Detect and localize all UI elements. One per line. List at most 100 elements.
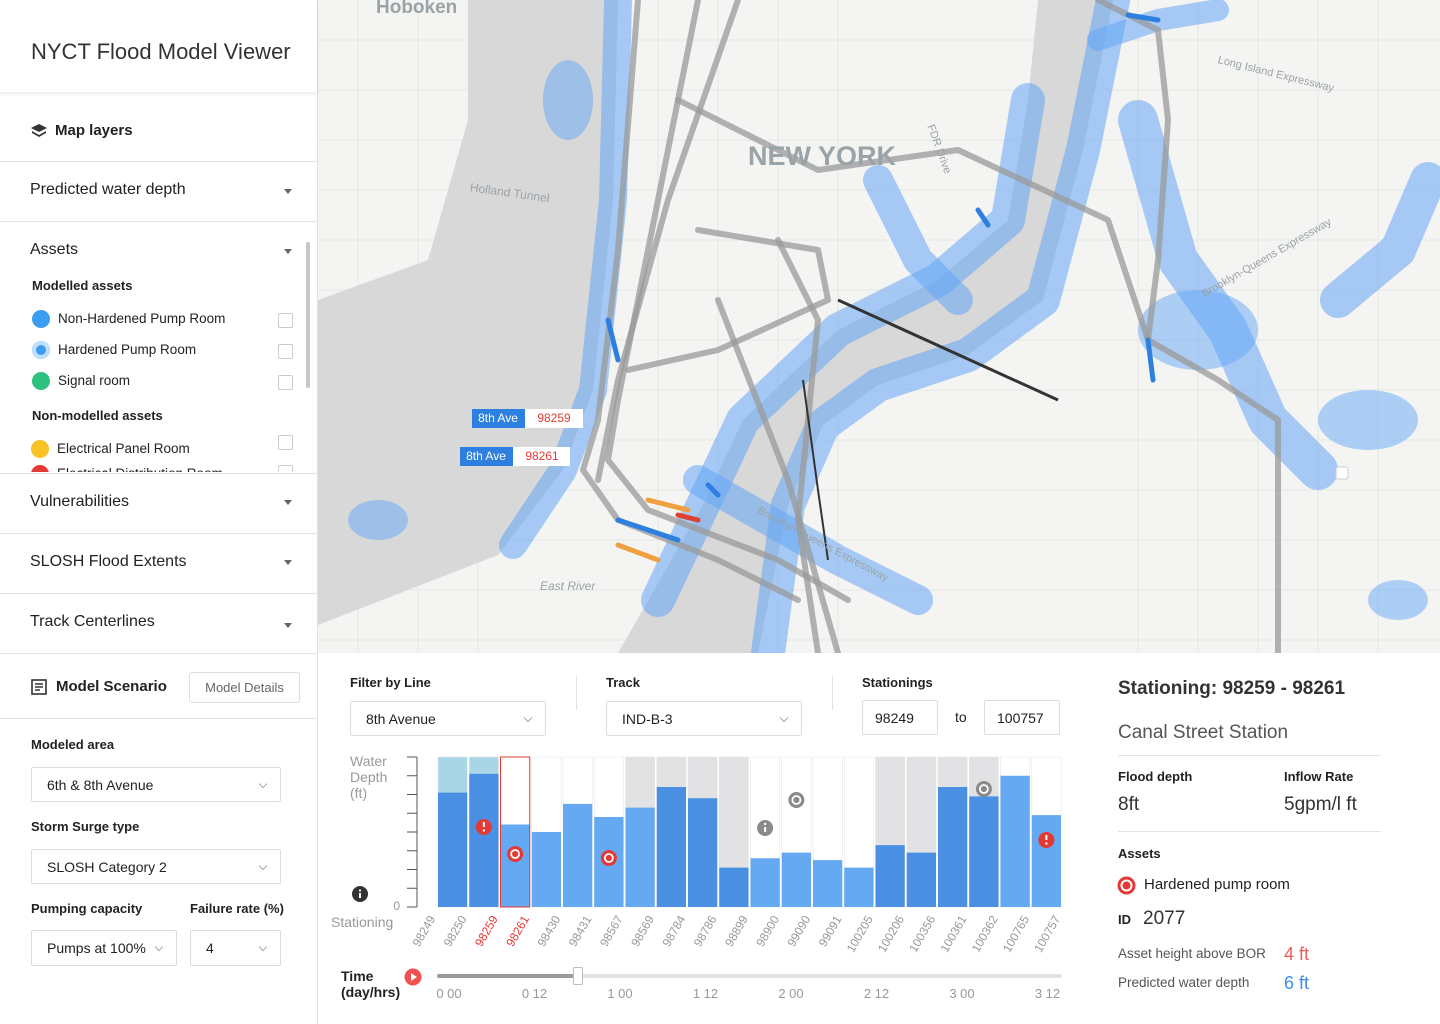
- field-label: Inflow Rate: [1284, 769, 1354, 784]
- asset-icon: [1117, 876, 1136, 895]
- expand-arrow[interactable]: [284, 189, 292, 194]
- time-handle[interactable]: [573, 967, 583, 985]
- divider: [1118, 755, 1381, 756]
- x-tick-label: 98250: [441, 913, 470, 949]
- asset-marker[interactable]: [475, 819, 492, 835]
- asset-icon: [31, 440, 49, 458]
- expand-arrow[interactable]: [284, 623, 292, 628]
- expand-arrow[interactable]: [284, 249, 292, 254]
- bar[interactable]: [719, 867, 749, 907]
- track-centerline: [837, 298, 1059, 402]
- assets-list: Modelled assets Non-Hardened Pump Room H…: [0, 270, 317, 472]
- dropdown[interactable]: 6th & 8th Avenue: [31, 767, 281, 802]
- map-control[interactable]: [1335, 466, 1349, 480]
- section-toggle[interactable]: SLOSH Flood Extents: [30, 553, 187, 570]
- asset-marker-bg: [507, 846, 524, 862]
- checkbox[interactable]: [278, 344, 293, 359]
- asset-icon: [31, 465, 49, 472]
- range-word: to: [955, 709, 967, 725]
- field-label: Storm Surge type: [31, 819, 140, 834]
- x-tick-label: 98567: [597, 913, 626, 949]
- dropdown[interactable]: 4: [190, 930, 281, 966]
- bar[interactable]: [563, 803, 593, 907]
- callout[interactable]: 8th Ave 98259: [472, 409, 583, 428]
- dropdown[interactable]: IND-B-3: [606, 701, 802, 736]
- x-tick-label: 98899: [722, 913, 751, 949]
- x-tick-label: 98261: [503, 913, 532, 949]
- bar[interactable]: [906, 852, 936, 907]
- time-tick-label: 2 00: [778, 986, 804, 1001]
- callout[interactable]: 8th Ave 98261: [460, 447, 570, 466]
- bar[interactable]: [438, 792, 468, 907]
- scrollbar[interactable]: [306, 242, 310, 388]
- section-toggle[interactable]: Predicted water depth: [30, 181, 186, 198]
- bar[interactable]: [469, 773, 499, 907]
- checkbox[interactable]: [278, 435, 293, 450]
- checkbox[interactable]: [278, 313, 293, 328]
- bar[interactable]: [750, 858, 780, 907]
- bar[interactable]: [813, 860, 843, 907]
- asset-marker[interactable]: [600, 850, 617, 866]
- expand-arrow[interactable]: [284, 560, 292, 565]
- scenario-title: Model Scenario: [56, 678, 167, 695]
- divider: [1118, 831, 1381, 832]
- input[interactable]: 98249: [862, 700, 938, 735]
- play-button[interactable]: [404, 968, 422, 986]
- asset-marker-bg: [975, 781, 992, 797]
- dropdown[interactable]: SLOSH Category 2: [31, 849, 281, 884]
- bar[interactable]: [1031, 815, 1061, 907]
- asset-marker-glyph: [482, 822, 485, 827]
- dropdown[interactable]: 8th Avenue: [350, 701, 546, 736]
- divider: [0, 221, 317, 222]
- info-icon[interactable]: [351, 885, 369, 903]
- expand-arrow[interactable]: [284, 500, 292, 505]
- bar[interactable]: [688, 798, 718, 907]
- divider: [0, 718, 317, 719]
- bar[interactable]: [1000, 775, 1030, 907]
- callout-line: 8th Ave: [478, 411, 518, 425]
- time-label-line: Time: [341, 968, 374, 984]
- bar[interactable]: [625, 807, 655, 907]
- asset-name: Signal room: [58, 373, 131, 388]
- input[interactable]: 100757: [984, 700, 1060, 735]
- model-details-button[interactable]: Model Details: [189, 672, 300, 703]
- section-toggle[interactable]: Assets: [30, 241, 79, 258]
- field-label: Assets: [1118, 846, 1161, 861]
- section-toggle[interactable]: Vulnerabilities: [30, 493, 130, 510]
- time-track[interactable]: [437, 974, 1062, 978]
- profile-chart: 0 98249 98250 98259 98261 98430 98431 98567 9856…: [393, 756, 1064, 955]
- y-axis-title-line: (ft): [350, 785, 368, 801]
- callout-line: 8th Ave: [466, 449, 506, 463]
- map[interactable]: Hoboken NEW YORK Holland Tunnel East Riv…: [318, 0, 1440, 653]
- section-toggle[interactable]: Track Centerlines: [30, 613, 155, 630]
- x-tick-label: 98249: [410, 913, 439, 949]
- bar[interactable]: [500, 824, 530, 908]
- bar[interactable]: [531, 832, 561, 907]
- asset-marker[interactable]: [507, 846, 524, 862]
- y-axis-title: Water Depth (ft): [350, 753, 387, 801]
- asset-marker[interactable]: [788, 792, 805, 808]
- bar[interactable]: [656, 787, 686, 907]
- divider: [0, 161, 317, 162]
- bar[interactable]: [938, 787, 968, 907]
- bar[interactable]: [875, 845, 905, 907]
- asset-marker[interactable]: [975, 781, 992, 797]
- bar[interactable]: [969, 796, 999, 907]
- separator: [832, 676, 833, 710]
- x-tick-label: 100361: [937, 913, 969, 955]
- scenario-icon: [31, 679, 47, 695]
- time-progress: [437, 974, 578, 978]
- x-tick-label: 99091: [816, 913, 845, 949]
- asset-marker[interactable]: [757, 820, 774, 836]
- bar[interactable]: [844, 867, 874, 907]
- inflow-rate: 5gpm/l ft: [1284, 794, 1357, 815]
- map-layers-heading: Map layers: [55, 122, 133, 139]
- checkbox[interactable]: [278, 375, 293, 390]
- layers-icon: [31, 124, 47, 137]
- asset-marker[interactable]: [1038, 832, 1055, 848]
- checkbox[interactable]: [278, 465, 293, 472]
- bar[interactable]: [781, 852, 811, 907]
- asset-name: Hardened Pump Room: [58, 342, 197, 357]
- x-tick-label: 99090: [785, 913, 814, 949]
- dropdown[interactable]: Pumps at 100%: [31, 930, 177, 966]
